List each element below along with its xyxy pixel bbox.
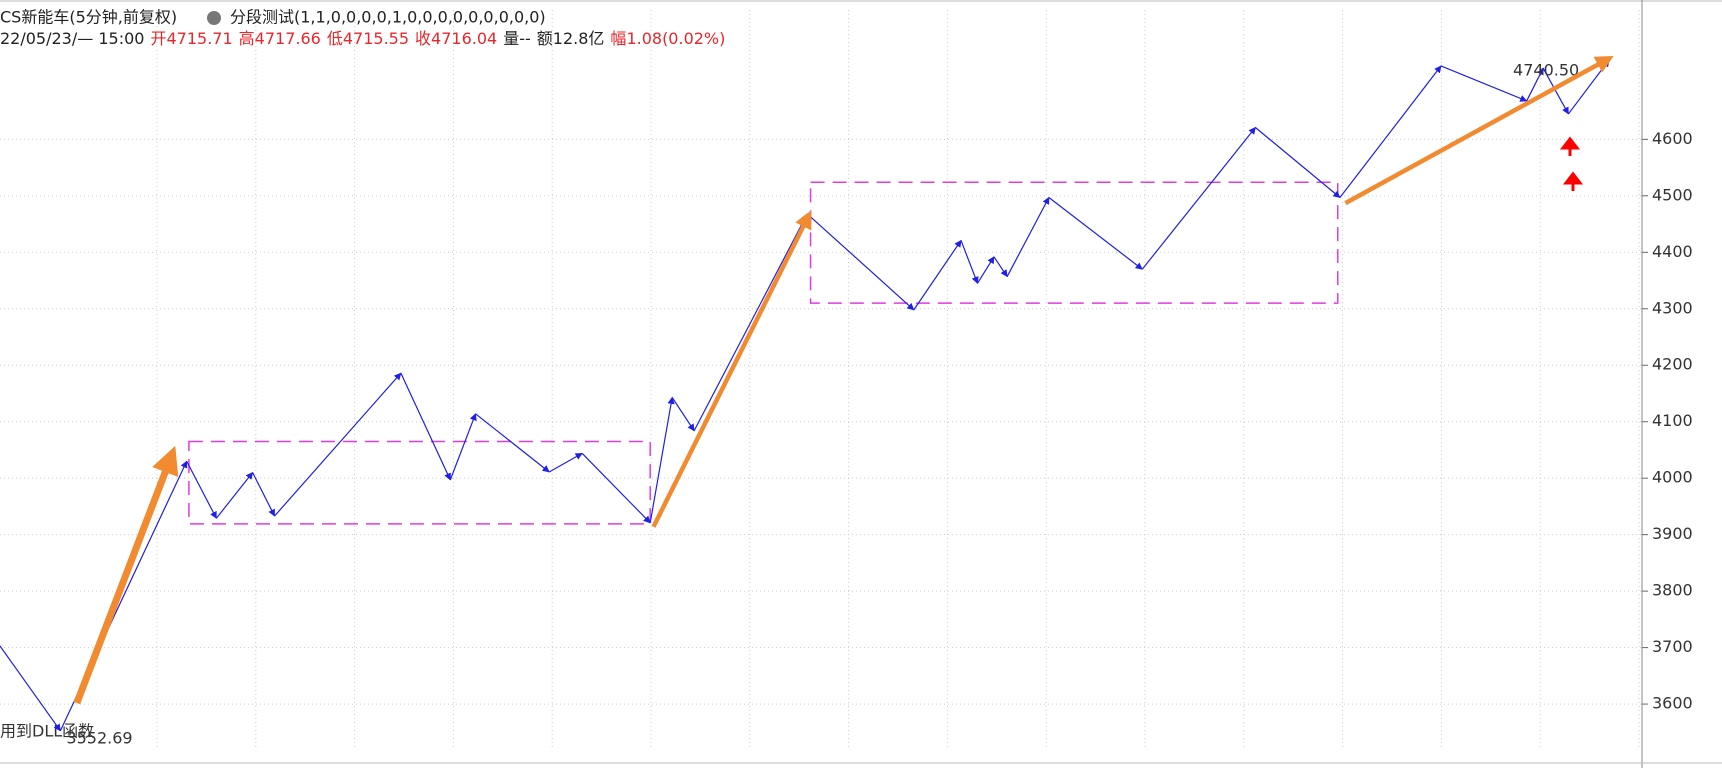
y-tick-label: 4000 xyxy=(1652,468,1693,487)
info-label: 幅 xyxy=(610,29,626,48)
y-tick-label: 4400 xyxy=(1652,242,1693,261)
y-tick-label: 4200 xyxy=(1652,355,1693,374)
y-tick-label: 4300 xyxy=(1652,298,1693,317)
trend-arrow xyxy=(651,210,812,528)
zigzag-segment xyxy=(1006,196,1050,277)
info-value: 4717.66 xyxy=(255,29,321,48)
zigzag-segment xyxy=(215,471,254,519)
y-tick-label: 4500 xyxy=(1652,185,1693,204)
zigzag-segment xyxy=(548,452,583,473)
bottom-note: 用到DLL函数 xyxy=(0,722,94,741)
y-tick-label: 3800 xyxy=(1652,581,1693,600)
y-tick-label: 4600 xyxy=(1652,129,1693,148)
chart-title: CS新能车(5分钟,前复权) xyxy=(0,8,177,27)
zigzag-segment xyxy=(274,372,402,517)
y-tick-label: 3600 xyxy=(1652,694,1693,713)
info-value: 4715.55 xyxy=(343,29,409,48)
zigzag-segment xyxy=(960,240,979,285)
zigzag-segment xyxy=(913,239,962,311)
zigzag-segment xyxy=(993,256,1008,278)
info-value: 4715.71 xyxy=(166,29,232,48)
info-label: 高 xyxy=(239,29,255,48)
zigzag-segment xyxy=(1339,65,1442,198)
y-tick-label: 3700 xyxy=(1652,637,1693,656)
info-label: 量 xyxy=(503,29,519,48)
zigzag-segment xyxy=(0,645,61,732)
zigzag-segment xyxy=(977,256,995,284)
zigzag-segment xyxy=(1526,67,1544,102)
zigzag-segment xyxy=(1048,197,1143,270)
y-tick-label: 3900 xyxy=(1652,524,1693,543)
value-label: 4740.50 xyxy=(1513,60,1579,79)
zigzag-segment xyxy=(1255,127,1341,198)
red-arrow xyxy=(1562,171,1584,191)
zigzag-segment xyxy=(475,413,550,473)
info-value: 1.08(0.02%) xyxy=(626,29,725,48)
info-value: -- xyxy=(519,29,531,48)
zigzag-segment xyxy=(806,213,915,311)
trend-arrow xyxy=(1344,55,1614,206)
consolidation-box xyxy=(809,181,1339,304)
trend-arrow xyxy=(73,445,179,705)
consolidation-box xyxy=(188,440,651,525)
zigzag-segment xyxy=(649,396,675,523)
red-arrow xyxy=(1559,136,1581,156)
value-label: 3552.69 xyxy=(66,728,132,747)
zigzag-segment xyxy=(400,372,451,481)
zigzag-segment xyxy=(1440,65,1528,102)
indicator-icon xyxy=(207,11,221,25)
info-label: 额 xyxy=(537,29,553,48)
info-value: 4716.04 xyxy=(431,29,497,48)
indicator: 分段测试(1,1,0,0,0,0,1,0,0,0,0,0,0,0,0,0) xyxy=(230,8,546,27)
info-label: 低 xyxy=(327,29,343,48)
zigzag-segment xyxy=(1542,67,1569,115)
info-value: 12.8亿 xyxy=(553,29,605,48)
info-label: 收 xyxy=(415,29,431,48)
datetime: 22/05/23/— 15:00 xyxy=(0,29,144,48)
zigzag-segment xyxy=(671,397,695,432)
y-tick-label: 4100 xyxy=(1652,411,1693,430)
info-line: 22/05/23/— 15:00 开4715.71 高4717.66 低4715.55… xyxy=(0,29,725,48)
zigzag-segment xyxy=(252,472,276,517)
zigzag-segment xyxy=(449,413,477,481)
zigzag-segment xyxy=(186,460,217,519)
zigzag-segment xyxy=(581,452,651,524)
info-label: 开 xyxy=(150,29,166,48)
zigzag-segment xyxy=(693,213,808,432)
zigzag-segment xyxy=(1141,126,1256,270)
